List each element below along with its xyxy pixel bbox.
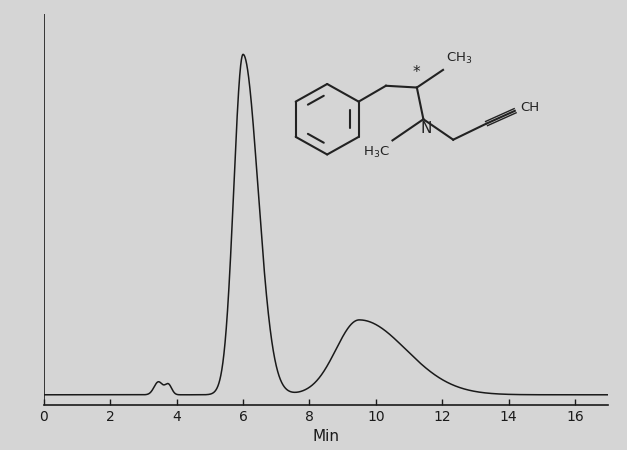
Text: *: * [413, 65, 421, 80]
Text: CH$_3$: CH$_3$ [446, 50, 472, 66]
X-axis label: Min: Min [312, 429, 340, 445]
Text: H$_3$C: H$_3$C [362, 144, 389, 160]
Text: N: N [421, 121, 432, 136]
Text: CH: CH [520, 101, 539, 114]
